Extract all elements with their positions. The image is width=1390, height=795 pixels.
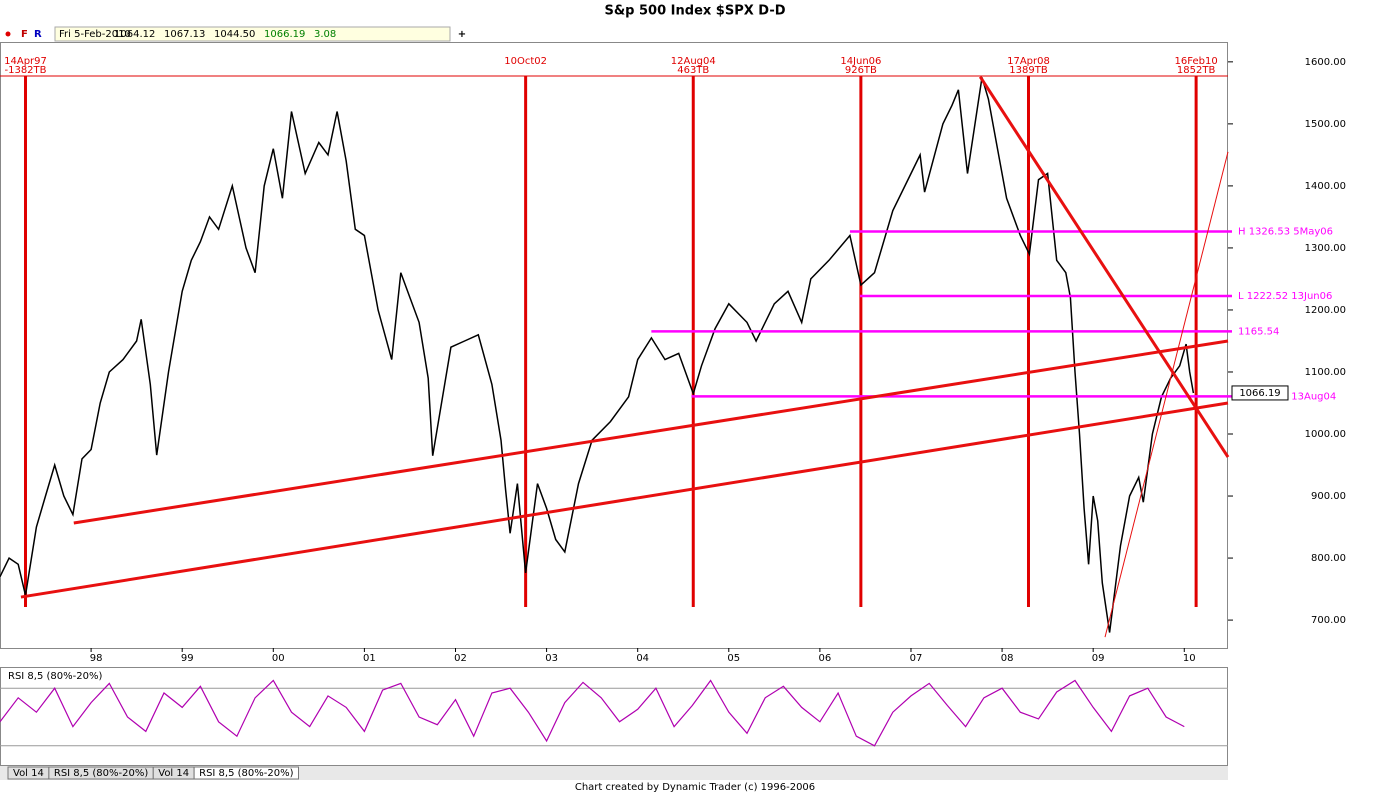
last-price-box — [1231, 385, 1289, 401]
x-tick-label: 07 — [910, 653, 923, 664]
time-label: 14Jun06 — [840, 56, 881, 67]
level-label: 1165.54 — [1238, 326, 1279, 337]
x-tick-label: 02 — [454, 653, 467, 664]
time-label: 926TB — [845, 65, 877, 76]
y-tick-label: 700.00 — [1311, 615, 1346, 626]
rsi-frame — [0, 667, 1228, 766]
rsi-line — [0, 679, 1185, 747]
tab-label[interactable]: RSI 8,5 (80%-20%) — [54, 768, 148, 779]
quote-value: 3.08 — [314, 29, 336, 40]
x-tick-label: 03 — [545, 653, 558, 664]
level-label: L 1222.52 13Jun06 — [1238, 291, 1332, 302]
quote-value: 1067.13 — [164, 29, 205, 40]
x-tick-label: 09 — [1092, 653, 1105, 664]
x-tick-label: 10 — [1183, 653, 1196, 664]
time-label: -1382TB — [4, 65, 46, 76]
y-tick-label: 1400.00 — [1305, 181, 1346, 192]
level-label: H 1326.53 5May06 — [1238, 226, 1333, 237]
y-tick-label: 900.00 — [1311, 491, 1346, 502]
rsi-title: RSI 8,5 (80%-20%) — [8, 671, 102, 682]
tab-strip — [0, 766, 1228, 780]
quote-value: 1064.12 — [114, 29, 155, 40]
quote-value: 1044.50 — [214, 29, 255, 40]
trend-line — [73, 339, 1229, 525]
y-tick-label: 1600.00 — [1305, 57, 1346, 68]
y-tick-label: 800.00 — [1311, 553, 1346, 564]
quote-value: 1066.19 — [264, 29, 305, 40]
time-label: 16Feb10 — [1175, 56, 1218, 67]
x-tick-label: 01 — [363, 653, 376, 664]
plot-frame — [0, 42, 1228, 649]
y-tick-label: 1100.00 — [1305, 367, 1346, 378]
y-tick-label: 1000.00 — [1305, 429, 1346, 440]
x-tick-label: 04 — [636, 653, 649, 664]
tab-label[interactable]: Vol 14 — [158, 768, 189, 779]
x-tick-label: 06 — [819, 653, 832, 664]
status-dot — [5, 31, 11, 37]
x-tick-label: 00 — [272, 653, 285, 664]
chart-title: S&p 500 Index $SPX D-D — [604, 4, 785, 19]
tool-button[interactable]: F — [21, 29, 28, 40]
tool-button[interactable]: R — [34, 29, 42, 40]
last-price: 1066.19 — [1239, 388, 1280, 399]
y-tick-label: 1300.00 — [1305, 243, 1346, 254]
time-label: 463TB — [677, 65, 709, 76]
time-label: 1852TB — [1177, 65, 1216, 76]
x-tick-label: 08 — [1001, 653, 1014, 664]
tab[interactable] — [193, 766, 299, 780]
time-label: 17Apr08 — [1007, 56, 1050, 67]
tab-label[interactable]: RSI 8,5 (80%-20%) — [199, 768, 293, 779]
time-label: 12Aug04 — [671, 56, 716, 67]
quote-date: Fri 5-Feb-2010 — [59, 29, 131, 40]
time-label: 10Oct02 — [504, 56, 547, 67]
quote-bar — [54, 26, 451, 42]
trend-line — [20, 401, 1229, 599]
footer: Chart created by Dynamic Trader (c) 1996… — [575, 782, 815, 793]
x-tick-label: 98 — [90, 653, 103, 664]
y-tick-label: 1200.00 — [1305, 305, 1346, 316]
trend-line — [978, 76, 1230, 458]
tab-label[interactable]: Vol 14 — [13, 768, 44, 779]
time-label: 1389TB — [1009, 65, 1048, 76]
time-label: 14Apr97 — [4, 56, 47, 67]
trend-line — [1104, 151, 1229, 638]
tool-button[interactable]: + — [458, 29, 466, 40]
price-line — [0, 77, 1195, 633]
x-tick-label: 99 — [181, 653, 194, 664]
y-tick-label: 1500.00 — [1305, 119, 1346, 130]
x-tick-label: 05 — [727, 653, 740, 664]
